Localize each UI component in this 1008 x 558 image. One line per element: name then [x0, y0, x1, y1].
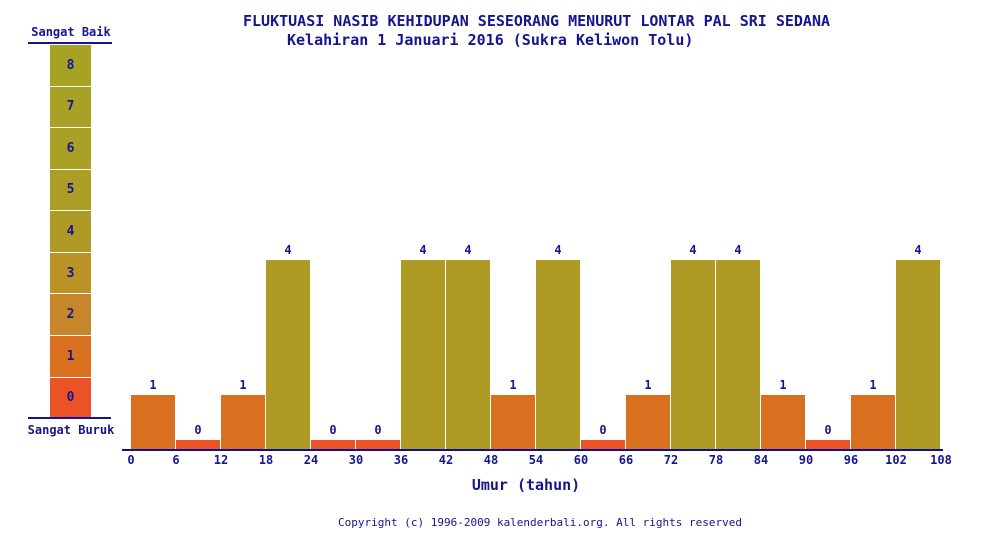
chart-subtitle: Kelahiran 1 Januari 2016 (Sukra Keliwon … [287, 31, 694, 49]
bar-value-label: 0 [599, 423, 607, 437]
bar-age-84-90 [761, 395, 805, 449]
bar-age-24-30 [311, 440, 355, 449]
x-tick-label: 0 [127, 453, 135, 467]
bar-value-label: 0 [194, 423, 202, 437]
bar-value-label: 1 [509, 378, 517, 392]
x-tick-label: 96 [843, 453, 859, 467]
bar-value-label: 4 [284, 243, 292, 257]
x-tick-label: 66 [618, 453, 634, 467]
bar-value-label: 4 [419, 243, 427, 257]
bar-value-label: 4 [914, 243, 922, 257]
legend-cell-6: 6 [50, 128, 91, 169]
bar-age-42-48 [446, 260, 490, 449]
x-tick-label: 42 [438, 453, 454, 467]
legend-cell-5: 5 [50, 169, 91, 211]
bar-age-18-24 [266, 260, 310, 449]
bar-value-label: 1 [869, 378, 877, 392]
bar-age-0-6 [131, 395, 175, 449]
x-tick-label: 108 [930, 453, 952, 467]
bar-age-30-36 [356, 440, 400, 449]
x-axis-line [122, 449, 943, 451]
legend-cell-3: 3 [50, 252, 91, 294]
bar-value-label: 0 [329, 423, 337, 437]
bar-value-label: 4 [554, 243, 562, 257]
legend-top-label: Sangat Baik [31, 25, 111, 39]
chart-title: FLUKTUASI NASIB KEHIDUPAN SESEORANG MENU… [243, 12, 830, 30]
bar-value-label: 0 [824, 423, 832, 437]
bar-age-90-96 [806, 440, 850, 449]
bar-age-66-72 [626, 395, 670, 449]
copyright-text: Copyright (c) 1996-2009 kalenderbali.org… [338, 516, 742, 529]
x-tick-label: 36 [393, 453, 409, 467]
bar-age-48-54 [491, 395, 535, 449]
x-tick-label: 72 [663, 453, 679, 467]
legend-cell-0: 0 [50, 377, 91, 419]
x-tick-label: 24 [303, 453, 319, 467]
x-tick-label: 6 [172, 453, 180, 467]
legend-cell-8: 8 [50, 45, 91, 86]
bar-age-102-108 [896, 260, 940, 449]
x-tick-label: 90 [798, 453, 814, 467]
bar-age-78-84 [716, 260, 760, 449]
x-tick-label: 102 [885, 453, 907, 467]
legend-cell-2: 2 [50, 294, 91, 335]
legend-bottom-label: Sangat Buruk [27, 423, 115, 437]
bar-age-6-12 [176, 440, 220, 449]
bar-age-12-18 [221, 395, 265, 449]
legend-bottom-divider [28, 417, 111, 419]
bar-age-72-78 [671, 260, 715, 449]
x-tick-label: 18 [258, 453, 274, 467]
bar-age-96-102 [851, 395, 895, 449]
x-tick-label: 12 [213, 453, 229, 467]
bar-age-36-42 [401, 260, 445, 449]
x-tick-label: 30 [348, 453, 364, 467]
legend-cell-4: 4 [50, 211, 91, 252]
bar-value-label: 4 [464, 243, 472, 257]
bar-age-54-60 [536, 260, 580, 449]
x-axis-title: Umur (tahun) [471, 476, 581, 494]
bar-value-label: 1 [239, 378, 247, 392]
x-tick-label: 60 [573, 453, 589, 467]
x-tick-label: 48 [483, 453, 499, 467]
legend-top-divider [28, 42, 112, 44]
bar-value-label: 1 [644, 378, 652, 392]
legend-cell-7: 7 [50, 86, 91, 128]
bar-value-label: 0 [374, 423, 382, 437]
legend-cell-1: 1 [50, 335, 91, 377]
x-tick-label: 84 [753, 453, 769, 467]
bar-value-label: 1 [779, 378, 787, 392]
x-tick-label: 54 [528, 453, 544, 467]
bar-value-label: 4 [689, 243, 697, 257]
bar-value-label: 1 [149, 378, 157, 392]
bar-plot-area: 1 0 1 4 0 0 4 4 1 4 0 1 4 4 1 0 1 4 0 6 12 18 24 30 36 42 48 54 60 66… [127, 0, 951, 470]
bar-value-label: 4 [734, 243, 742, 257]
bar-age-60-66 [581, 440, 625, 449]
x-tick-label: 78 [708, 453, 724, 467]
